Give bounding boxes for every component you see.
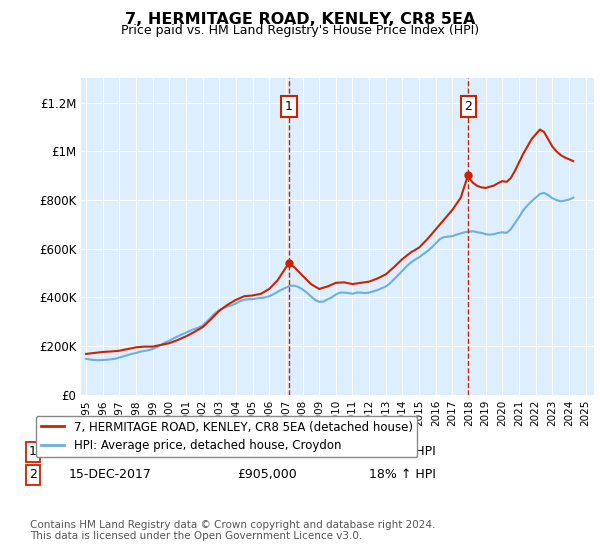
Text: £905,000: £905,000 <box>237 468 297 482</box>
Text: £542,000: £542,000 <box>237 445 296 459</box>
Text: 18% ↑ HPI: 18% ↑ HPI <box>369 468 436 482</box>
Text: Contains HM Land Registry data © Crown copyright and database right 2024.
This d: Contains HM Land Registry data © Crown c… <box>30 520 436 542</box>
Text: 1: 1 <box>285 100 293 113</box>
Text: 24% ↑ HPI: 24% ↑ HPI <box>369 445 436 459</box>
Text: 1: 1 <box>29 445 37 459</box>
Text: 7, HERMITAGE ROAD, KENLEY, CR8 5EA: 7, HERMITAGE ROAD, KENLEY, CR8 5EA <box>125 12 475 27</box>
Legend: 7, HERMITAGE ROAD, KENLEY, CR8 5EA (detached house), HPI: Average price, detache: 7, HERMITAGE ROAD, KENLEY, CR8 5EA (deta… <box>36 416 418 457</box>
Text: 15-DEC-2017: 15-DEC-2017 <box>69 468 152 482</box>
Text: 09-MAR-2007: 09-MAR-2007 <box>69 445 153 459</box>
Text: 2: 2 <box>464 100 472 113</box>
Text: Price paid vs. HM Land Registry's House Price Index (HPI): Price paid vs. HM Land Registry's House … <box>121 24 479 37</box>
Text: 2: 2 <box>29 468 37 482</box>
